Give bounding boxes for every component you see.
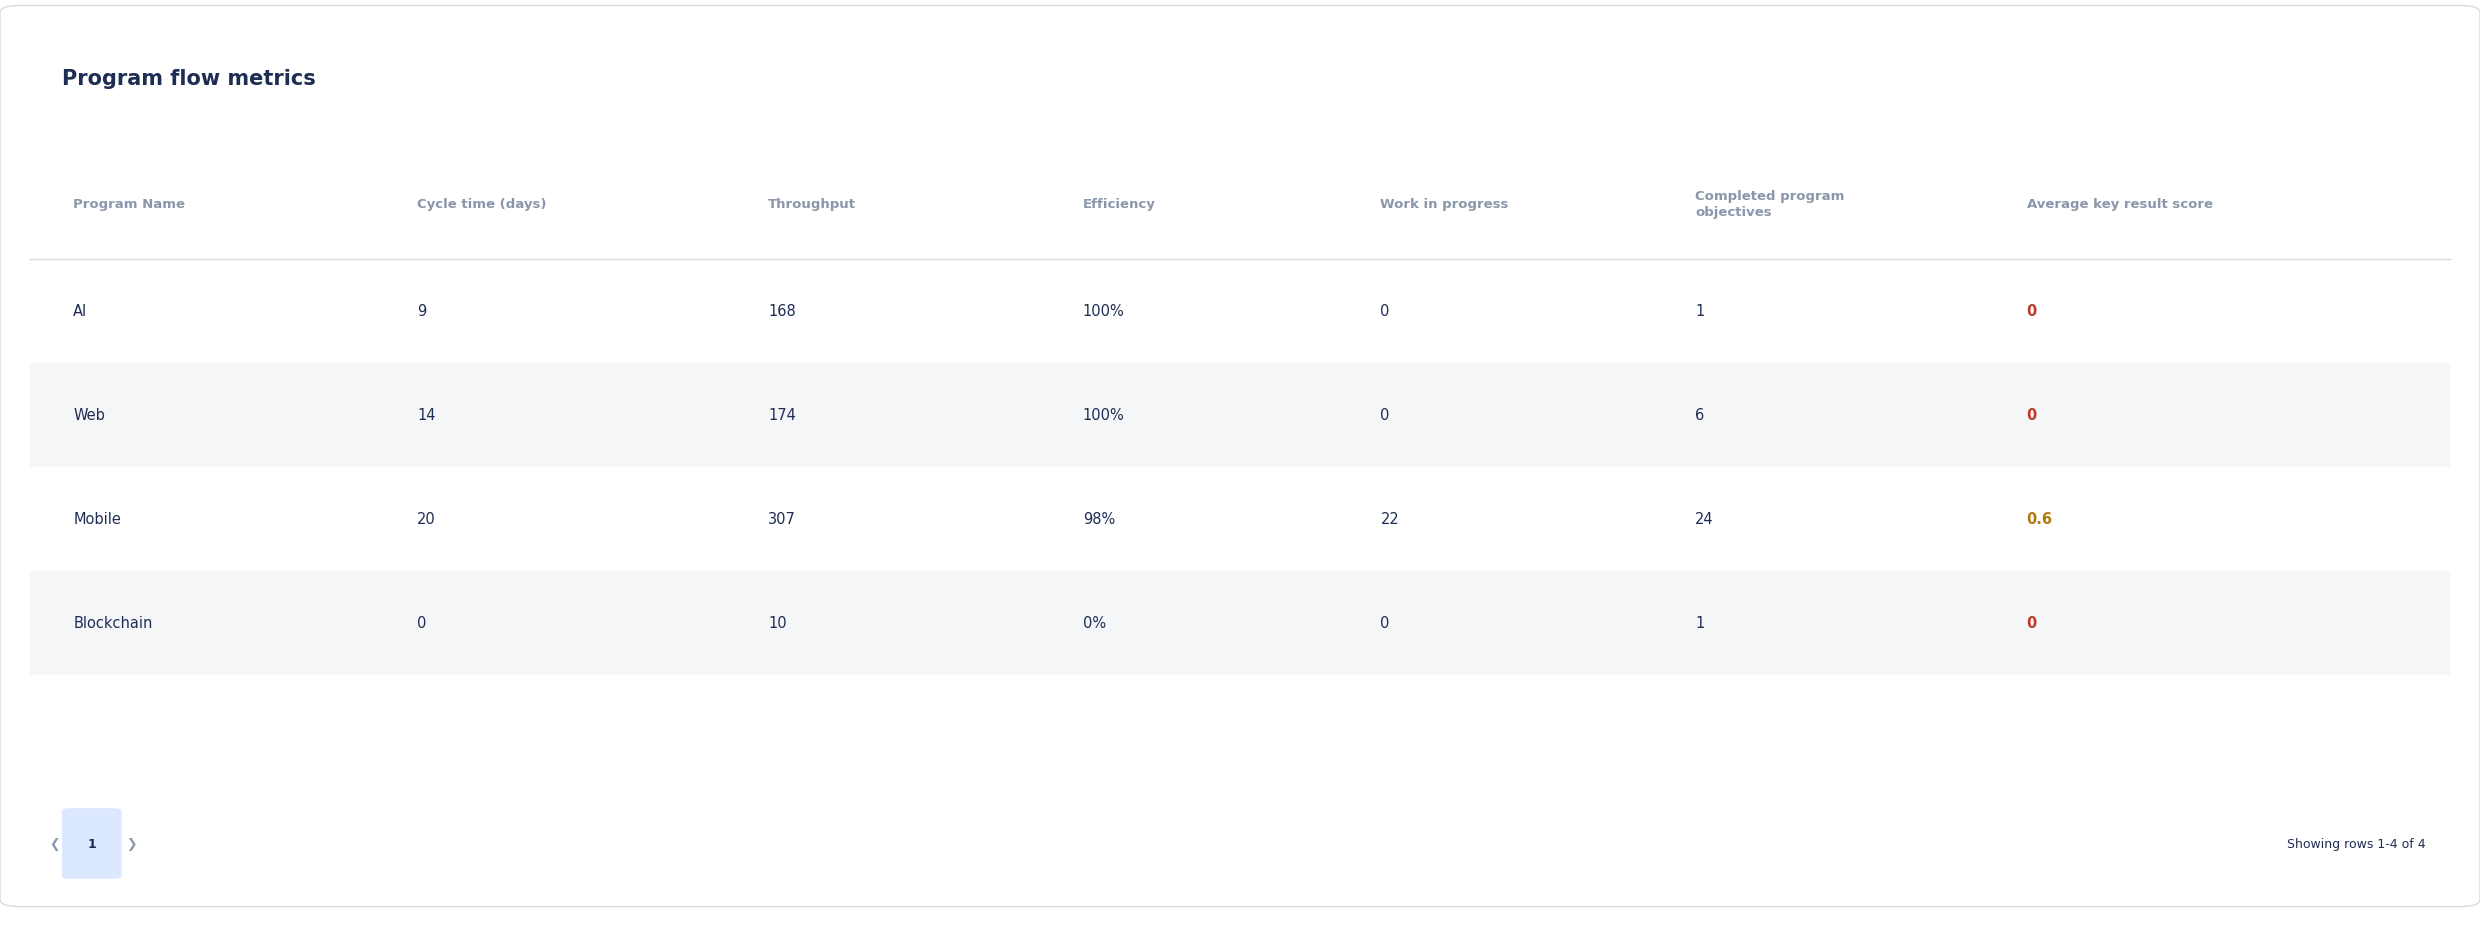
- Text: 0: 0: [1381, 304, 1389, 319]
- Text: 22: 22: [1381, 512, 1399, 527]
- Text: ❮: ❮: [50, 837, 60, 850]
- Text: 24: 24: [1694, 512, 1714, 527]
- Text: Web: Web: [74, 408, 104, 423]
- Text: 0: 0: [1381, 616, 1389, 630]
- Text: 307: 307: [769, 512, 796, 527]
- Text: 0.6: 0.6: [2026, 512, 2053, 527]
- Text: 98%: 98%: [1084, 512, 1116, 527]
- Text: Program flow metrics: Program flow metrics: [62, 69, 315, 89]
- Text: Completed program
objectives: Completed program objectives: [1694, 189, 1845, 219]
- Text: Cycle time (days): Cycle time (days): [417, 197, 546, 210]
- Text: AI: AI: [74, 304, 87, 319]
- Text: Program Name: Program Name: [74, 197, 186, 210]
- FancyBboxPatch shape: [0, 6, 2480, 907]
- Bar: [30, 467, 2450, 571]
- Text: 10: 10: [769, 616, 786, 630]
- Text: Blockchain: Blockchain: [74, 616, 154, 630]
- Bar: [30, 363, 2450, 467]
- Text: 0: 0: [417, 616, 427, 630]
- Text: Average key result score: Average key result score: [2026, 197, 2212, 210]
- Text: Mobile: Mobile: [74, 512, 122, 527]
- Text: 6: 6: [1694, 408, 1704, 423]
- Text: 0: 0: [2026, 408, 2036, 423]
- Text: Efficiency: Efficiency: [1084, 197, 1156, 210]
- Text: Throughput: Throughput: [769, 197, 856, 210]
- Text: 0: 0: [1381, 408, 1389, 423]
- Text: 1: 1: [1694, 616, 1704, 630]
- Text: 1: 1: [1694, 304, 1704, 319]
- Text: Work in progress: Work in progress: [1381, 197, 1508, 210]
- Text: 1: 1: [87, 837, 97, 850]
- Text: 0%: 0%: [1084, 616, 1106, 630]
- Bar: [30, 148, 2450, 260]
- FancyBboxPatch shape: [62, 808, 122, 879]
- Bar: [30, 260, 2450, 363]
- Bar: [30, 571, 2450, 675]
- Text: 20: 20: [417, 512, 436, 527]
- Text: ❯: ❯: [126, 837, 136, 850]
- Text: 14: 14: [417, 408, 436, 423]
- Text: Showing rows 1-4 of 4: Showing rows 1-4 of 4: [2287, 837, 2425, 850]
- Text: 0: 0: [2026, 616, 2036, 630]
- Text: 100%: 100%: [1084, 408, 1123, 423]
- Text: 0: 0: [2026, 304, 2036, 319]
- Text: 100%: 100%: [1084, 304, 1123, 319]
- Text: 168: 168: [769, 304, 796, 319]
- Text: 9: 9: [417, 304, 427, 319]
- Text: 174: 174: [769, 408, 796, 423]
